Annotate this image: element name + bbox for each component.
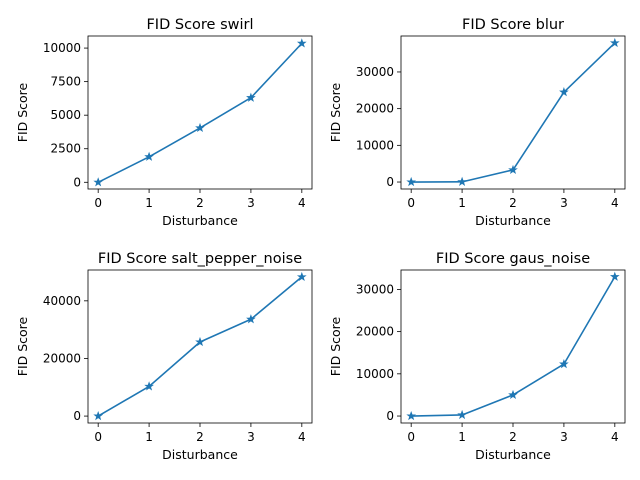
data-point-star <box>609 271 620 281</box>
x-tick-label: 0 <box>407 196 415 210</box>
data-point-star <box>508 389 518 400</box>
y-tick-label: 30000 <box>356 65 394 79</box>
x-tick-label: 4 <box>611 430 619 444</box>
data-point-star <box>144 151 154 161</box>
y-tick-label: 0 <box>73 409 81 423</box>
subplot-3: FID Score salt_pepper_noise 0 1 2 3 4 0 20000 40… <box>15 251 313 462</box>
x-tick-label: 1 <box>458 196 466 210</box>
x-tick-label: 2 <box>509 430 517 444</box>
data-point-star <box>609 37 620 48</box>
subplot-2: FID Score blur 0 1 2 3 4 0 10000 20000 30000 Distu… <box>328 17 626 228</box>
y-tick-label: 2500 <box>50 142 81 156</box>
data-point-star <box>457 176 467 186</box>
x-axis-label: Disturbance <box>162 213 238 228</box>
x-tick-label: 0 <box>94 430 102 444</box>
y-tick-label: 20000 <box>356 102 394 116</box>
chart-title: FID Score swirl <box>146 17 253 33</box>
axes-frame <box>400 269 626 424</box>
y-tick-label: 7500 <box>50 75 81 89</box>
data-point-star <box>296 271 307 282</box>
series-line <box>411 42 616 183</box>
y-axis-label: FID Score <box>15 82 30 142</box>
y-axis-label: FID Score <box>15 316 30 376</box>
y-tick-label: 5000 <box>50 108 81 122</box>
series-line <box>97 42 303 184</box>
x-tick-label: 1 <box>145 196 153 210</box>
data-point-star <box>144 381 154 391</box>
y-tick-label: 30000 <box>356 282 394 296</box>
y-tick-label: 0 <box>386 409 394 423</box>
y-tick-label: 10000 <box>356 367 394 381</box>
data-point-star <box>195 336 205 347</box>
x-axis-label: Disturbance <box>162 447 238 462</box>
x-tick-label: 3 <box>247 196 255 210</box>
x-axis-label: Disturbance <box>475 447 551 462</box>
data-point-star <box>296 38 307 48</box>
chart-title: FID Score salt_pepper_noise <box>98 251 302 267</box>
subplot-1: FID Score swirl 0 1 2 3 4 0 2500 5000 7500 10000 Di… <box>15 17 313 228</box>
data-point-star <box>457 409 467 420</box>
subplot-4: FID Score gaus_noise 0 1 2 3 4 0 10000 20000 3000… <box>328 251 626 462</box>
axes-frame <box>87 269 313 424</box>
x-tick-label: 4 <box>298 430 306 444</box>
y-tick-label: 0 <box>386 175 394 189</box>
series-line <box>97 276 303 417</box>
chart-title: FID Score gaus_noise <box>436 251 590 267</box>
y-tick-label: 20000 <box>356 325 394 339</box>
y-axis-label: FID Score <box>328 82 343 142</box>
x-tick-label: 2 <box>196 430 204 444</box>
y-tick-label: 10000 <box>43 41 81 55</box>
x-tick-label: 3 <box>560 196 568 210</box>
x-tick-label: 0 <box>407 430 415 444</box>
chart-title: FID Score blur <box>462 17 564 33</box>
axes-frame <box>87 35 313 190</box>
data-point-star <box>195 122 205 133</box>
data-point-star <box>406 410 417 421</box>
data-point-star <box>406 176 417 187</box>
data-point-star <box>93 410 104 421</box>
x-tick-label: 1 <box>458 430 466 444</box>
y-axis-label: FID Score <box>328 316 343 376</box>
x-tick-label: 0 <box>94 196 102 210</box>
x-tick-label: 3 <box>247 430 255 444</box>
x-axis-label: Disturbance <box>475 213 551 228</box>
x-tick-label: 1 <box>145 430 153 444</box>
x-tick-label: 3 <box>560 430 568 444</box>
data-point-star <box>559 359 569 369</box>
y-tick-label: 10000 <box>356 138 394 152</box>
data-point-star <box>508 164 518 175</box>
y-tick-label: 20000 <box>43 351 81 365</box>
y-tick-label: 40000 <box>43 294 81 308</box>
data-point-star <box>246 92 256 102</box>
x-tick-label: 2 <box>196 196 204 210</box>
y-tick-label: 0 <box>73 175 81 189</box>
data-point-star <box>246 314 256 324</box>
data-point-star <box>559 87 569 97</box>
data-point-star <box>93 177 104 187</box>
x-tick-label: 2 <box>509 196 517 210</box>
x-tick-label: 4 <box>298 196 306 210</box>
x-tick-label: 4 <box>611 196 619 210</box>
